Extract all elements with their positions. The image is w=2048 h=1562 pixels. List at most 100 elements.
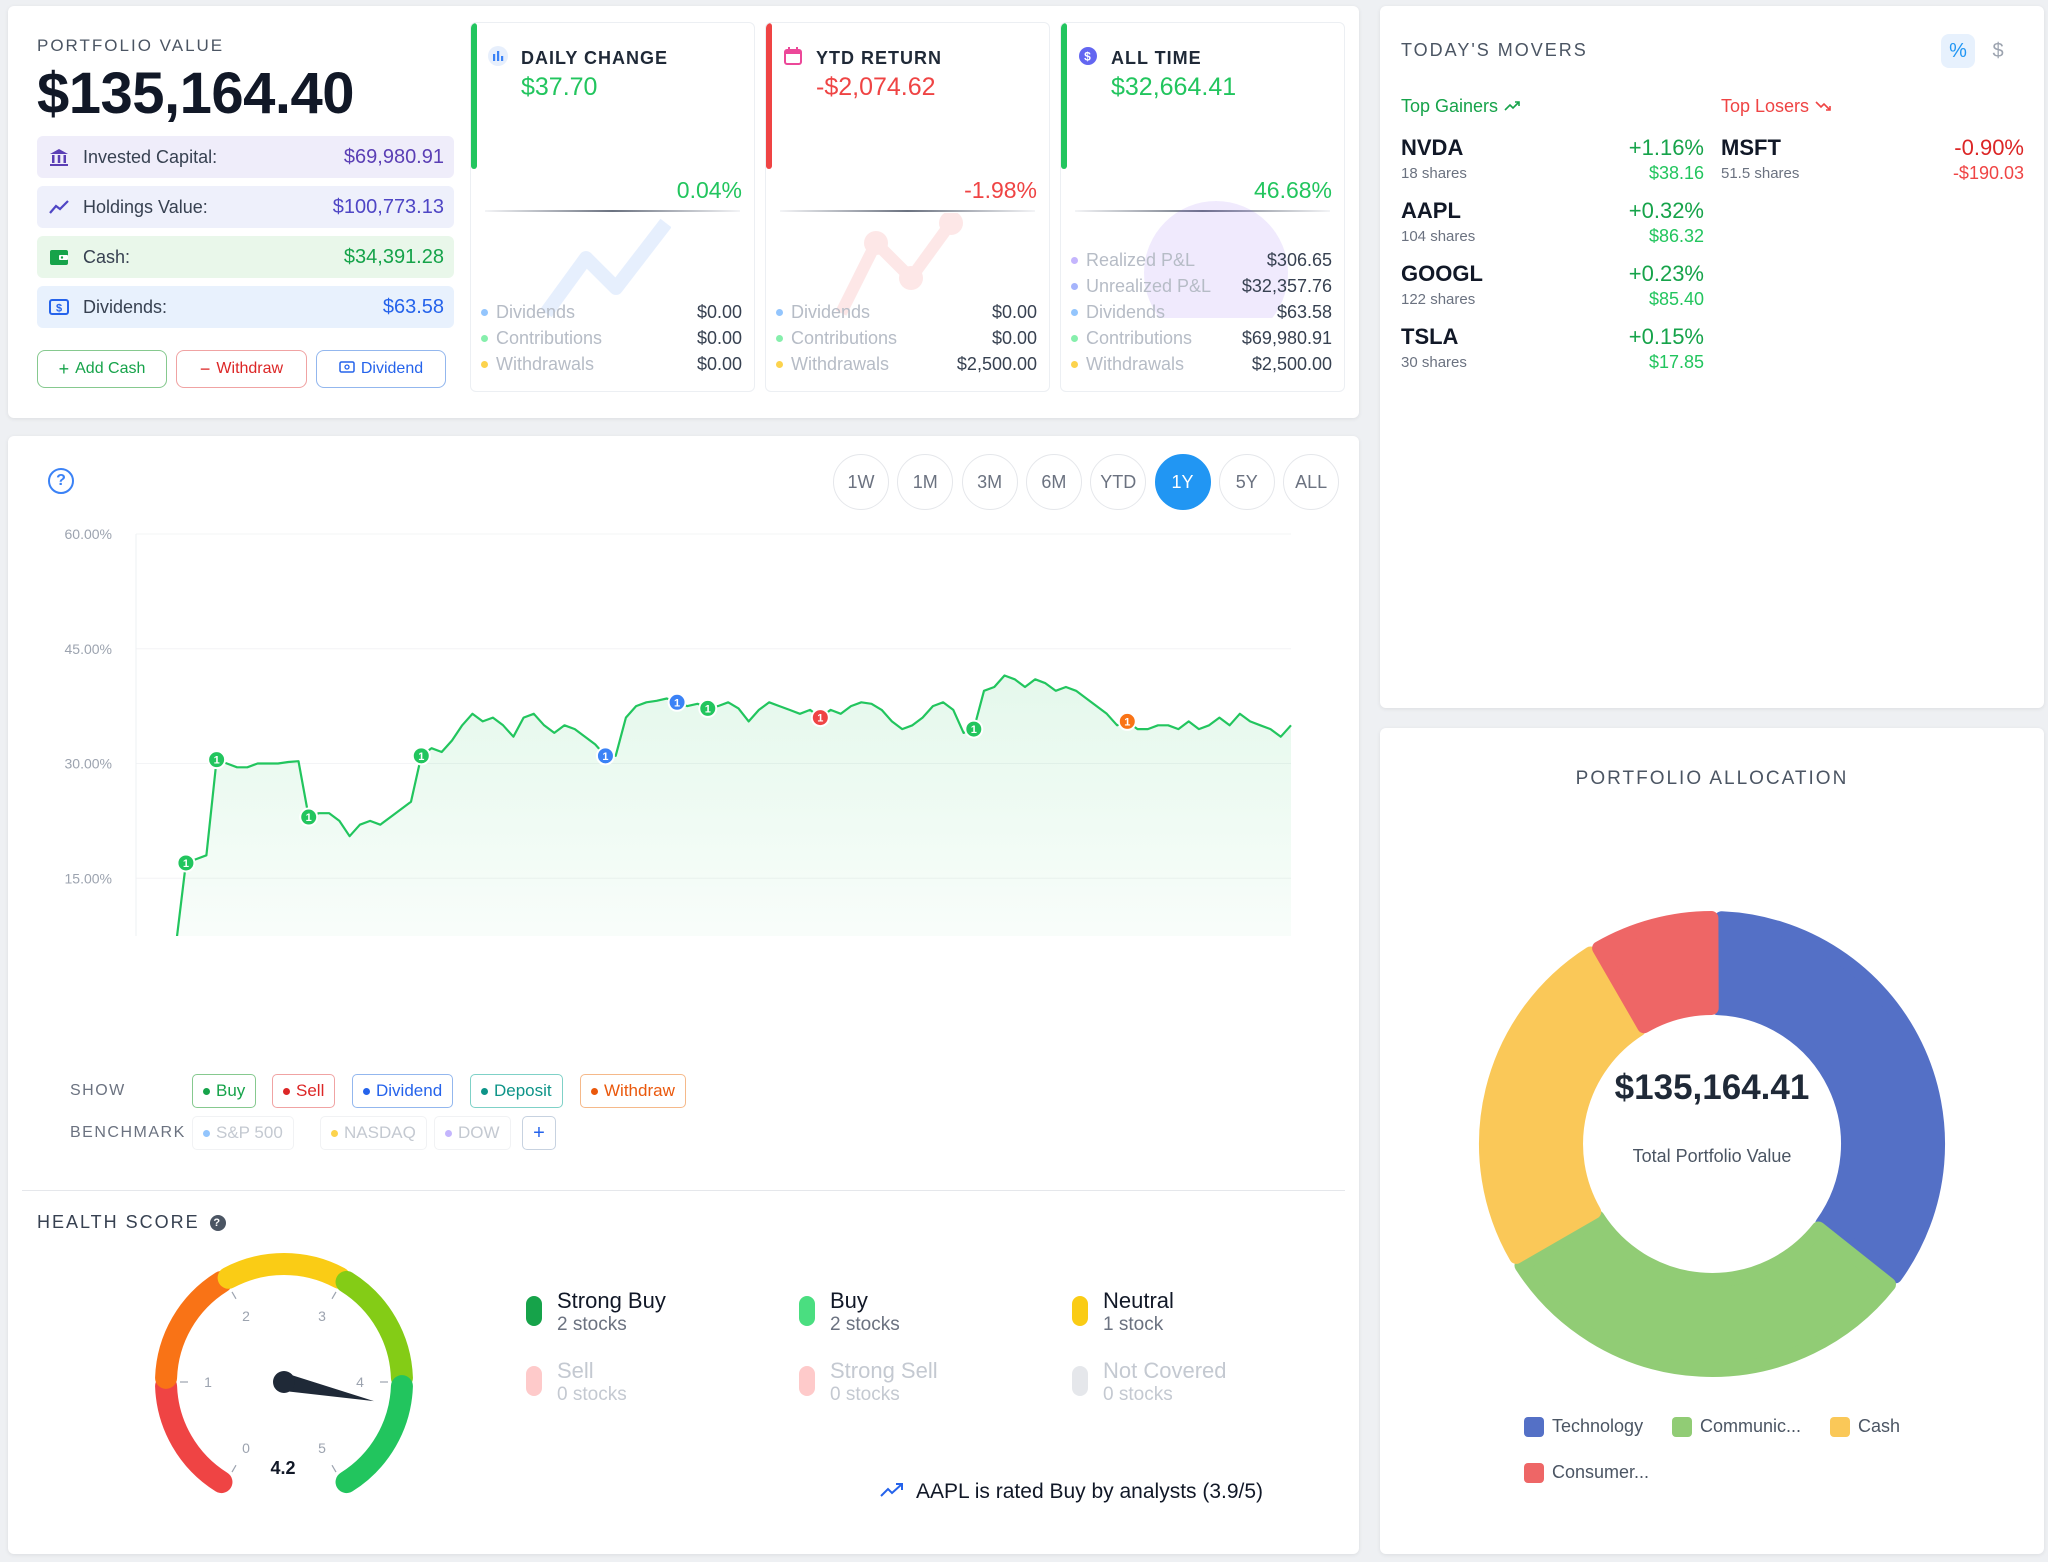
daily-change-title: DAILY CHANGE bbox=[521, 48, 669, 68]
transaction-marker-buy[interactable]: 1 bbox=[411, 746, 431, 766]
show-buy-chip[interactable]: Buy bbox=[192, 1074, 257, 1108]
svg-text:1: 1 bbox=[214, 755, 220, 767]
transaction-marker-withdraw[interactable]: 1 bbox=[1117, 711, 1137, 731]
range-button-5y[interactable]: 5Y bbox=[1218, 454, 1275, 510]
legend-cash[interactable]: Cash bbox=[1830, 1416, 1900, 1437]
mover-item[interactable]: TSLA 30 shares +0.15% $17.85 bbox=[1401, 312, 1704, 375]
portfolio-allocation-card: PORTFOLIO ALLOCATION $135,164.41 Total P… bbox=[1380, 728, 2044, 1554]
legend-communication[interactable]: Communic... bbox=[1672, 1416, 1801, 1437]
range-button-all[interactable]: ALL bbox=[1283, 454, 1340, 510]
gauge-tick bbox=[331, 1464, 337, 1473]
help-icon[interactable]: ? bbox=[48, 468, 74, 494]
svg-text:1: 1 bbox=[183, 858, 189, 870]
portfolio-value: $135,164.40 bbox=[37, 61, 355, 126]
show-sell-chip[interactable]: Sell bbox=[272, 1074, 336, 1108]
gauge-segment bbox=[155, 1375, 233, 1494]
transaction-marker-buy[interactable]: 1 bbox=[207, 750, 227, 770]
benchmark-nasdaq-chip[interactable]: NASDAQ bbox=[320, 1116, 427, 1150]
legend-technology[interactable]: Technology bbox=[1524, 1416, 1643, 1437]
daily-change-card: DAILY CHANGE $37.70 0.04% Dividends $0.00… bbox=[470, 22, 755, 392]
daily-change-amount: $37.70 bbox=[521, 73, 598, 101]
help-circle-icon[interactable]: ? bbox=[209, 1214, 226, 1231]
mover-symbol: AAPL bbox=[1401, 198, 1461, 223]
breakdown-label: Realized P&L bbox=[1086, 249, 1196, 270]
divider bbox=[1075, 210, 1330, 212]
withdraw-button[interactable]: − Withdraw bbox=[176, 350, 307, 388]
donut-slice[interactable] bbox=[1479, 946, 1646, 1264]
benchmark-dow-chip[interactable]: DOW bbox=[434, 1116, 511, 1150]
gauge-segment bbox=[335, 1375, 413, 1494]
transaction-marker-buy[interactable]: 1 bbox=[176, 853, 196, 873]
mover-item[interactable]: MSFT 51.5 shares -0.90% -$190.03 bbox=[1721, 123, 2024, 186]
transaction-marker-dividend[interactable]: 1 bbox=[595, 746, 615, 766]
mover-percent: +0.32% bbox=[1628, 198, 1704, 223]
add-cash-button[interactable]: + Add Cash bbox=[37, 350, 167, 388]
legend-consumer[interactable]: Consumer... bbox=[1524, 1462, 1649, 1483]
withdraw-label: Withdraw bbox=[216, 360, 284, 377]
legend-label: Cash bbox=[1858, 1416, 1901, 1436]
mover-item[interactable]: GOOGL 122 shares +0.23% $85.40 bbox=[1401, 249, 1704, 312]
transaction-marker-buy[interactable]: 1 bbox=[299, 807, 319, 827]
mover-item[interactable]: AAPL 104 shares +0.32% $86.32 bbox=[1401, 186, 1704, 249]
breakdown-value: $2,500.00 bbox=[956, 353, 1037, 374]
breakdown-label: Withdrawals bbox=[791, 353, 890, 374]
show-dividend-chip[interactable]: Dividend bbox=[352, 1074, 454, 1108]
percent-toggle[interactable]: % bbox=[1941, 34, 1975, 68]
transaction-marker-buy[interactable]: 1 bbox=[964, 719, 984, 739]
range-button-1m[interactable]: 1M bbox=[897, 454, 954, 510]
range-button-ytd[interactable]: YTD bbox=[1090, 454, 1147, 510]
rating-count: 0 stocks bbox=[1103, 1384, 1173, 1405]
mover-symbol: TSLA bbox=[1401, 324, 1459, 349]
transaction-marker-dividend[interactable]: 1 bbox=[667, 692, 687, 712]
mover-delta: $38.16 bbox=[1648, 163, 1704, 183]
breakdown-value: $0.00 bbox=[696, 353, 742, 374]
svg-text:1: 1 bbox=[306, 812, 312, 824]
breakdown-value: $0.00 bbox=[991, 301, 1037, 322]
range-button-1w[interactable]: 1W bbox=[833, 454, 889, 510]
legend-label: Consumer... bbox=[1552, 1462, 1650, 1482]
analyst-note: AAPL is rated Buy by analysts (3.9/5) bbox=[880, 1480, 1263, 1504]
health-score-title: HEALTH SCORE bbox=[37, 1212, 200, 1232]
top-gainers-label: Top Gainers bbox=[1401, 96, 1499, 116]
rating-not-covered: Not Covered 0 stocks bbox=[1072, 1358, 1292, 1414]
rating-name: Buy bbox=[830, 1288, 868, 1313]
section-divider bbox=[22, 1190, 1345, 1191]
svg-text:1: 1 bbox=[971, 724, 977, 736]
dividend-button[interactable]: Dividend bbox=[316, 350, 446, 388]
chip-label: Sell bbox=[296, 1081, 325, 1100]
trend-line-icon bbox=[47, 195, 71, 219]
all-time-percent: 46.68% bbox=[1253, 177, 1332, 203]
transaction-marker-buy[interactable]: 1 bbox=[698, 698, 718, 718]
rating-name: Strong Buy bbox=[557, 1288, 666, 1313]
plus-icon: + bbox=[58, 358, 70, 379]
gauge-tick-label: 5 bbox=[318, 1440, 326, 1456]
donut-slice[interactable] bbox=[1592, 911, 1719, 1034]
gauge-tick-label: 4 bbox=[356, 1374, 364, 1390]
range-button-6m[interactable]: 6M bbox=[1025, 454, 1082, 510]
trending-up-icon bbox=[1504, 96, 1520, 117]
gauge-segment bbox=[217, 1253, 351, 1289]
transaction-marker-sell[interactable]: 1 bbox=[810, 708, 830, 728]
pie-watermark-icon bbox=[1144, 201, 1288, 318]
mover-delta: $17.85 bbox=[1648, 352, 1704, 372]
range-button-1y[interactable]: 1Y bbox=[1154, 454, 1211, 510]
dividends-value: $63.58 bbox=[382, 295, 444, 318]
rating-name: Neutral bbox=[1103, 1288, 1174, 1313]
show-withdraw-chip[interactable]: Withdraw bbox=[580, 1074, 686, 1108]
breakdown-label: Withdrawals bbox=[1086, 353, 1185, 374]
donut-slice[interactable] bbox=[1514, 1210, 1896, 1377]
ytd-return-card: YTD RETURN -$2,074.62 -1.98% Dividends $0… bbox=[765, 22, 1050, 392]
benchmark-sp500-chip[interactable]: S&P 500 bbox=[192, 1116, 294, 1150]
allocation-total: $135,164.41 bbox=[1614, 1068, 1810, 1107]
show-deposit-chip[interactable]: Deposit bbox=[470, 1074, 563, 1108]
invested-capital-row: Invested Capital: $69,980.91 bbox=[37, 136, 454, 178]
donut-slice[interactable] bbox=[1710, 911, 1946, 1284]
range-button-3m[interactable]: 3M bbox=[961, 454, 1018, 510]
add-benchmark-button[interactable]: + bbox=[522, 1116, 556, 1150]
breakdown-value: $63.58 bbox=[1276, 301, 1332, 322]
mover-item[interactable]: NVDA 18 shares +1.16% $38.16 bbox=[1401, 123, 1704, 186]
dollar-toggle[interactable]: $ bbox=[1992, 39, 2004, 62]
divider bbox=[485, 210, 740, 212]
breakdown-value: $306.65 bbox=[1266, 249, 1332, 270]
holdings-value-label: Holdings Value: bbox=[83, 196, 208, 217]
